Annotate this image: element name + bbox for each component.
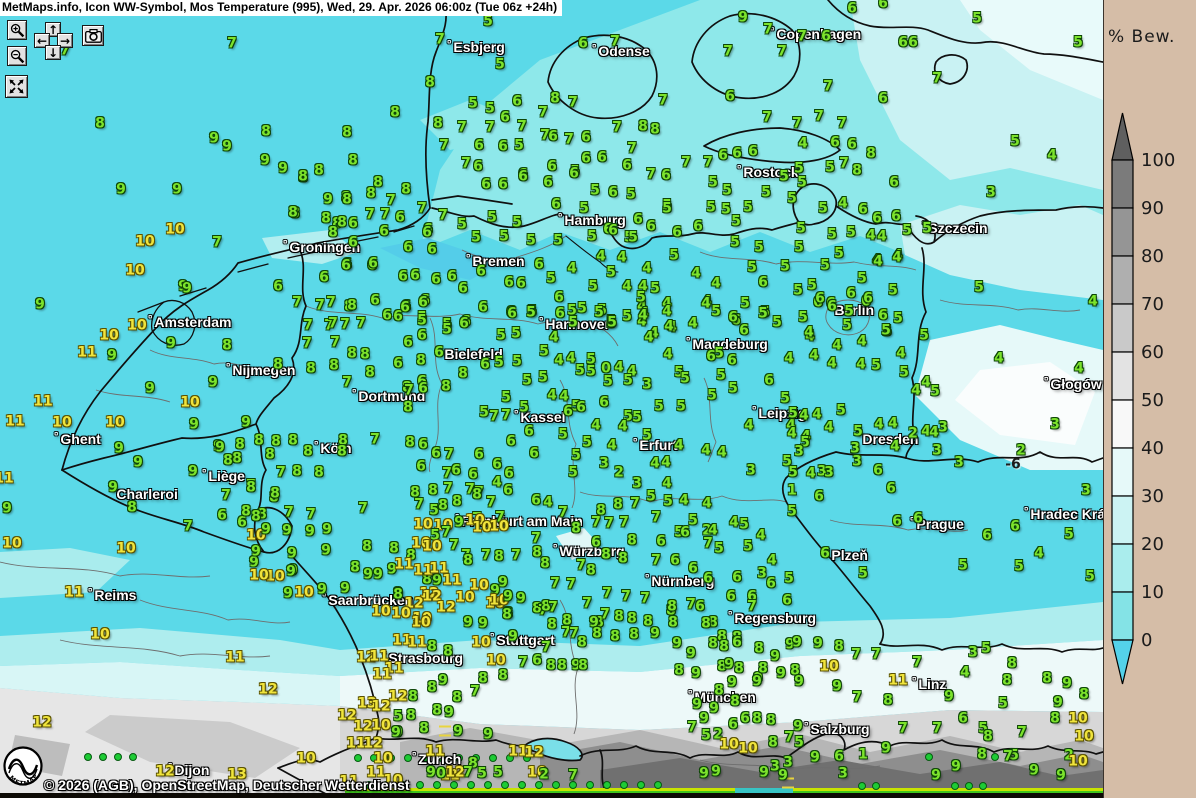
scale-tick-label: 100 <box>1141 150 1176 171</box>
arrow-left-icon: ← <box>36 33 48 48</box>
zoom-in-button[interactable] <box>7 20 27 40</box>
scale-header: % Bew. <box>1108 27 1176 47</box>
weather-map[interactable]: ° Esbjerg ° Odense ° Copenhagen ° Rostock ° Szcze… <box>0 0 1103 798</box>
fullscreen-button[interactable] <box>5 75 28 98</box>
pan-right-button[interactable]: → <box>57 33 73 48</box>
pan-down-button[interactable]: ↓ <box>45 45 61 60</box>
cloud-cover-colorbar <box>1111 112 1134 685</box>
zoom-out-button[interactable] <box>7 46 27 66</box>
map-terrain-svg <box>0 0 1103 798</box>
footer-bar <box>0 793 1103 798</box>
magnifier-plus-icon <box>10 23 24 37</box>
arrow-right-icon: → <box>59 33 71 48</box>
scale-tick-label: 10 <box>1141 582 1164 603</box>
metmaps-logo: METMAPS <box>0 740 46 789</box>
scale-tick-label: 80 <box>1141 246 1164 267</box>
pan-left-button[interactable]: ← <box>34 33 50 48</box>
camera-icon <box>84 28 102 43</box>
scale-tick-label: 50 <box>1141 390 1164 411</box>
scale-tick-label: 20 <box>1141 534 1164 555</box>
scale-tick-label: 30 <box>1141 486 1164 507</box>
scale-tick-label: 0 <box>1141 630 1153 651</box>
scale-tick-label: 90 <box>1141 198 1164 219</box>
cloud-cover-scale-panel: % Bew. 100 90 80 70 60 50 40 30 20 10 0 <box>1103 0 1196 798</box>
expand-arrows-icon <box>9 79 24 94</box>
magnifier-minus-icon <box>10 49 24 63</box>
snapshot-button[interactable] <box>82 25 104 46</box>
arrow-up-icon: ↑ <box>47 22 59 37</box>
scale-tick-label: 60 <box>1141 342 1164 363</box>
arrow-down-icon: ↓ <box>47 45 59 60</box>
scale-tick-label: 70 <box>1141 294 1164 315</box>
scale-tick-label: 40 <box>1141 438 1164 459</box>
attribution: © 2026 (AGB), OpenStreetMap, Deutscher W… <box>44 777 410 793</box>
title-bar: MetMaps.info, Icon WW-Symbol, Mos Temper… <box>0 0 563 16</box>
